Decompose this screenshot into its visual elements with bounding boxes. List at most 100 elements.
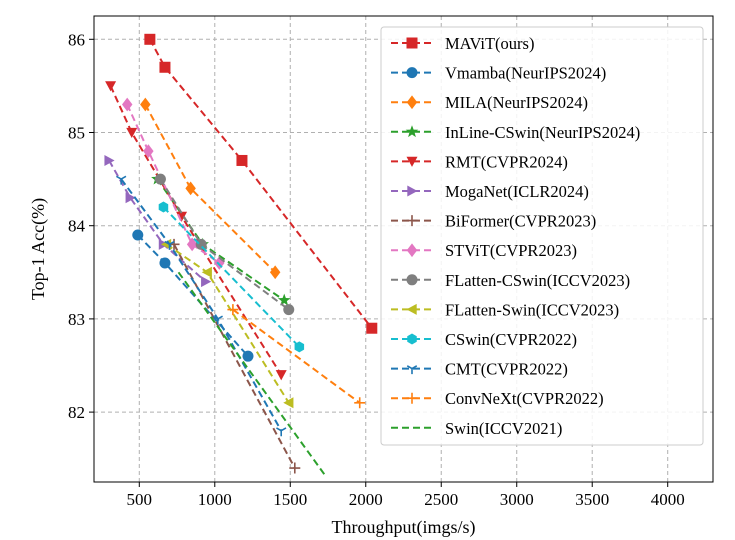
legend-item: BiFormer(CVPR2023) — [391, 212, 596, 231]
x-tick-label: 3000 — [500, 490, 534, 509]
legend-label: BiFormer(CVPR2023) — [445, 212, 596, 231]
x-tick-label: 2000 — [349, 490, 383, 509]
data-point — [294, 341, 305, 353]
series-1 — [144, 33, 378, 334]
data-point — [144, 33, 156, 45]
data-point — [125, 192, 136, 204]
legend-item: InLine-CSwin(NeurIPS2024) — [391, 123, 640, 142]
data-point — [158, 201, 169, 213]
legend-label: MAViT(ours) — [445, 34, 534, 53]
data-point — [201, 276, 212, 288]
data-point — [201, 266, 212, 278]
x-tick-label: 500 — [127, 490, 153, 509]
x-axis-title: Throughput(imgs/s) — [332, 517, 476, 538]
y-axis-title: Top-1 Acc(%) — [28, 198, 49, 300]
data-point — [212, 315, 223, 325]
legend-swatch-marker — [406, 243, 418, 258]
legend-label: FLatten-Swin(ICCV2023) — [445, 300, 619, 319]
legend-swatch-marker — [407, 333, 417, 345]
legend-label: FLatten-CSwin(ICCV2023) — [445, 271, 630, 290]
data-point — [105, 81, 117, 92]
legend-label: CSwin(CVPR2022) — [445, 330, 577, 349]
series-line — [109, 85, 283, 376]
x-axis: 500 1000 1500 2000 2500 3000 3500 4000 — [127, 482, 685, 509]
legend-item: STViT(CVPR2023) — [391, 241, 577, 260]
data-point — [104, 154, 115, 166]
x-tick-label: 1500 — [273, 490, 307, 509]
legend-item: ConvNeXt(CVPR2022) — [391, 389, 604, 408]
y-tick-label: 83 — [68, 310, 85, 329]
data-point — [242, 350, 254, 362]
series-line — [126, 104, 220, 264]
data-point — [275, 370, 287, 381]
series-line — [177, 271, 328, 478]
legend-item: MAViT(ours) — [391, 34, 534, 53]
legend-label: Vmamba(NeurIPS2024) — [445, 64, 606, 83]
data-point — [159, 61, 171, 73]
series-line — [108, 160, 207, 283]
data-point — [154, 173, 166, 185]
legend-swatch-marker — [406, 37, 418, 49]
data-point — [115, 175, 127, 185]
y-tick-label: 86 — [68, 30, 85, 49]
legend-item: RMT(CVPR2024) — [391, 152, 568, 171]
legend: MAViT(ours) Vmamba(NeurIPS2024) MILA(NeurI… — [380, 26, 704, 446]
series-9 — [154, 173, 295, 316]
data-point — [227, 304, 239, 316]
series-line — [159, 178, 290, 311]
series-4 — [151, 172, 291, 306]
series-12 — [115, 175, 287, 437]
legend-label: RMT(CVPR2024) — [445, 152, 568, 171]
legend-item: MogaNet(ICLR2024) — [391, 182, 589, 201]
data-point — [289, 462, 301, 474]
legend-label: STViT(CVPR2023) — [445, 241, 577, 260]
legend-item: MILA(NeurIPS2024) — [391, 93, 588, 112]
series-line — [165, 243, 290, 404]
legend-item: FLatten-CSwin(ICCV2023) — [391, 271, 630, 290]
series-13 — [227, 304, 366, 409]
legend-swatch-marker — [406, 392, 418, 404]
data-point — [366, 322, 378, 334]
data-point — [140, 97, 151, 112]
data-point — [143, 144, 154, 159]
legend-label: ConvNeXt(CVPR2022) — [445, 389, 604, 408]
series-11 — [158, 201, 305, 353]
data-point — [195, 238, 207, 250]
x-tick-label: 3500 — [575, 490, 609, 509]
data-point — [276, 427, 287, 437]
series-line — [232, 308, 361, 404]
data-point — [283, 397, 294, 409]
legend-swatch-marker — [406, 274, 418, 286]
legend-swatch-marker — [406, 365, 418, 375]
legend-item: CMT(CVPR2022) — [391, 360, 568, 379]
data-point — [186, 237, 198, 252]
series-line — [156, 178, 285, 302]
series-line — [120, 178, 283, 432]
legend-item: Swin(ICCV2021) — [391, 419, 562, 438]
series-5 — [105, 81, 287, 381]
data-point — [269, 265, 281, 280]
data-point — [132, 229, 144, 241]
legend-box — [380, 26, 704, 446]
x-tick-label: 1000 — [198, 490, 232, 509]
y-tick-label: 84 — [68, 217, 86, 236]
data-point — [126, 127, 138, 138]
legend-swatch-marker — [406, 95, 418, 110]
x-tick-label: 4000 — [651, 490, 685, 509]
data-point — [236, 154, 248, 166]
legend-label: MogaNet(ICLR2024) — [445, 182, 589, 201]
series-line — [173, 243, 296, 469]
series-14 — [177, 271, 328, 478]
data-point — [121, 97, 133, 112]
legend-swatch-marker — [405, 125, 419, 138]
legend-label: Swin(ICCV2021) — [445, 419, 562, 438]
series-layer — [104, 33, 378, 478]
legend-item: Vmamba(NeurIPS2024) — [391, 64, 606, 83]
legend-label: MILA(NeurIPS2024) — [445, 93, 588, 112]
series-10 — [160, 238, 294, 409]
data-point — [159, 257, 171, 269]
legend-label: CMT(CVPR2022) — [445, 360, 568, 379]
legend-swatch-marker — [406, 156, 418, 167]
legend-swatch-marker — [407, 185, 418, 197]
data-point — [354, 397, 366, 409]
